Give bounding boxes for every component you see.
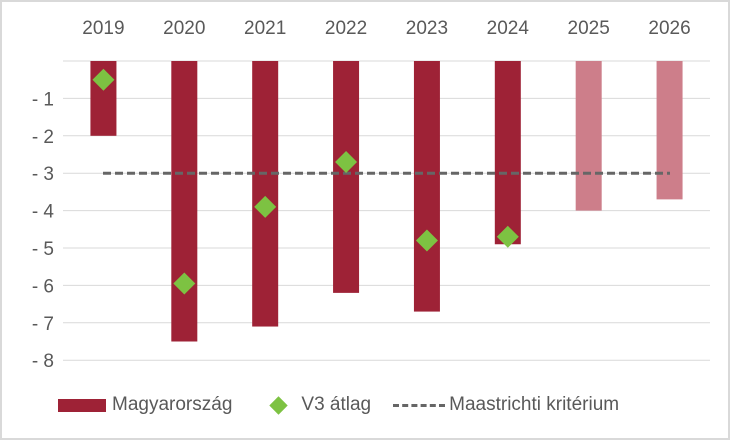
x-tick-label: 2021	[244, 18, 286, 39]
legend-item-v3: V3 átlag	[254, 394, 371, 416]
legend-label: Maastrichti kritérium	[449, 394, 620, 415]
legend-swatch-dashed-line	[393, 403, 446, 407]
y-tick-label: - 5	[32, 239, 54, 260]
bar-2024	[494, 61, 521, 245]
x-tick-label: 2022	[325, 18, 367, 39]
y-tick-label: - 4	[32, 202, 55, 223]
legend-item-magyarorszag: Magyarország	[58, 394, 232, 416]
x-tick-label: 2026	[648, 18, 690, 39]
v3-point-2021	[254, 195, 277, 218]
legend-label: Magyarország	[112, 394, 233, 415]
y-tick-label: - 8	[32, 351, 54, 372]
y-tick-label: - 3	[32, 164, 54, 185]
legend-label: V3 átlag	[301, 394, 372, 415]
v3-point-2023	[415, 229, 438, 252]
v3-point-2019	[92, 68, 115, 91]
bar-2025	[575, 61, 602, 211]
x-tick-label: 2024	[487, 18, 530, 39]
y-tick-label: - 7	[32, 314, 54, 335]
bar-2026	[656, 61, 683, 200]
bar-2023	[413, 61, 440, 312]
v3-point-2022	[335, 150, 358, 173]
legend-swatch-bar	[58, 398, 106, 412]
y-tick-label: - 2	[32, 127, 54, 148]
x-tick-label: 2019	[82, 18, 124, 39]
legend-swatch-diamond	[269, 395, 289, 415]
bar-2022	[333, 61, 360, 293]
legend: Magyarország V3 átlag Maastrichti kritér…	[58, 394, 641, 416]
bar-2020	[171, 61, 198, 342]
v3-point-2020	[173, 272, 196, 295]
y-tick-label: - 6	[32, 276, 54, 297]
legend-item-maastricht: Maastrichti kritérium	[393, 394, 619, 416]
bar-2021	[252, 61, 279, 327]
x-tick-label: 2020	[163, 18, 205, 39]
v3-point-2024	[496, 225, 519, 248]
x-tick-label: 2025	[568, 18, 610, 39]
y-tick-label: - 1	[32, 89, 54, 110]
x-tick-label: 2023	[406, 18, 448, 39]
